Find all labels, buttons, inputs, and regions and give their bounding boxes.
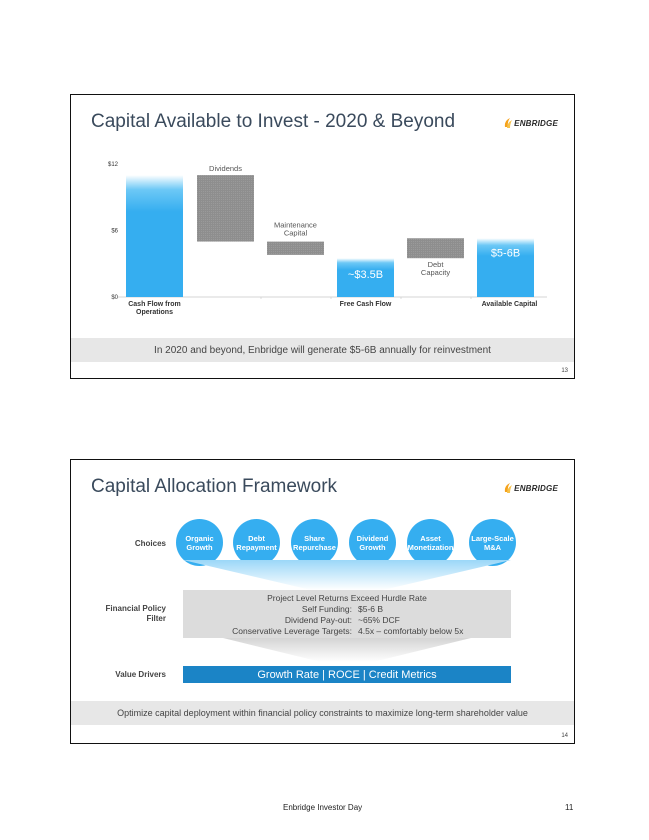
value-drivers-box: Growth Rate | ROCE | Credit Metrics	[183, 666, 511, 683]
financial-policy-label: Financial Policy Filter	[105, 604, 166, 623]
step-annotation: Debt	[428, 260, 445, 269]
category-label: Operations	[136, 309, 173, 316]
bars-group	[126, 175, 534, 299]
logo-wordmark: ENBRIDGE	[514, 118, 558, 128]
financial-policy-filter-box: Project Level Returns Exceed Hurdle Rate…	[183, 590, 511, 638]
step-annotation: Dividends	[209, 164, 242, 173]
logo-wordmark: ENBRIDGE	[514, 483, 558, 493]
y-tick-label: $6	[111, 229, 118, 235]
y-tick-label: $12	[108, 162, 119, 168]
filter-key: Conservative Leverage Targets:	[232, 626, 352, 636]
enbridge-logo-icon	[505, 118, 513, 128]
enbridge-logo: ENBRIDGE	[503, 117, 558, 129]
choice-dividend-growth: Dividend Growth	[349, 519, 396, 566]
filter-key: Dividend Pay-out:	[284, 615, 352, 625]
funnel-graphic	[183, 560, 511, 590]
choice-asset-monetization: Asset Monetization	[407, 519, 454, 566]
category-label: Cash Flow from	[128, 301, 181, 308]
bar-dividends	[197, 175, 254, 242]
slide-page-number: 13	[561, 368, 568, 374]
bar-available-capital	[477, 238, 534, 297]
category-label: Free Cash Flow	[340, 301, 392, 308]
slide-page-number: 14	[561, 733, 568, 739]
choice-debt-repayment: Debt Repayment	[233, 519, 280, 566]
bar-value-label: ~$3.5B	[348, 269, 383, 281]
slide-footer-band: Optimize capital deployment within finan…	[71, 701, 574, 725]
filter-value: ~65% DCF	[358, 615, 400, 625]
slide-footer-band: In 2020 and beyond, Enbridge will genera…	[71, 338, 574, 362]
category-label: Available Capital	[482, 301, 538, 308]
filter-row-self-funding: Self Funding: $5-6 B	[183, 604, 511, 615]
filter-row-dividend-payout: Dividend Pay-out: ~65% DCF	[183, 615, 511, 626]
filter-key: Self Funding:	[301, 604, 352, 614]
choice-large-scale-ma: Large-Scale M&A	[469, 519, 516, 566]
bar-value-label: $5-6B	[491, 247, 520, 259]
enbridge-logo: ENBRIDGE	[503, 482, 558, 494]
filter-row-leverage: Conservative Leverage Targets: 4.5x – co…	[183, 626, 511, 637]
step-annotation: Capital	[284, 229, 308, 238]
choices-label: Choices	[134, 539, 166, 548]
step-annotation: Maintenance	[274, 221, 317, 230]
slide-title: Capital Available to Invest - 2020 & Bey…	[91, 111, 456, 132]
value-drivers-label: Value Drivers	[115, 670, 166, 679]
slide-title: Capital Allocation Framework	[91, 476, 338, 497]
bar-free-cash-flow	[337, 258, 394, 297]
document-footer-title: Enbridge Investor Day	[283, 803, 363, 812]
document-page-number: 11	[565, 803, 574, 812]
choice-share-repurchase: Share Repurchase	[291, 519, 338, 566]
slide-capital-allocation: Capital Allocation Framework ENBRIDGE Ch…	[70, 459, 575, 744]
bar-cash-flow-from-operations	[126, 175, 183, 297]
filter-value: $5-6 B	[358, 604, 384, 614]
filter-value: 4.5x – comfortably below 5x	[358, 626, 464, 636]
choice-organic-growth: Organic Growth	[176, 519, 223, 566]
filter-heading: Project Level Returns Exceed Hurdle Rate	[267, 593, 427, 603]
step-annotation: Capacity	[421, 268, 450, 277]
y-tick-label: $0	[111, 295, 118, 301]
bar-debt-capacity	[407, 238, 464, 259]
funnel-graphic-lower	[223, 638, 471, 662]
enbridge-logo-icon	[505, 483, 513, 493]
y-axis: $12 $6 $0	[108, 162, 119, 301]
slide-capital-available: Capital Available to Invest - 2020 & Bey…	[70, 94, 575, 379]
bar-maintenance-capital	[267, 241, 324, 255]
